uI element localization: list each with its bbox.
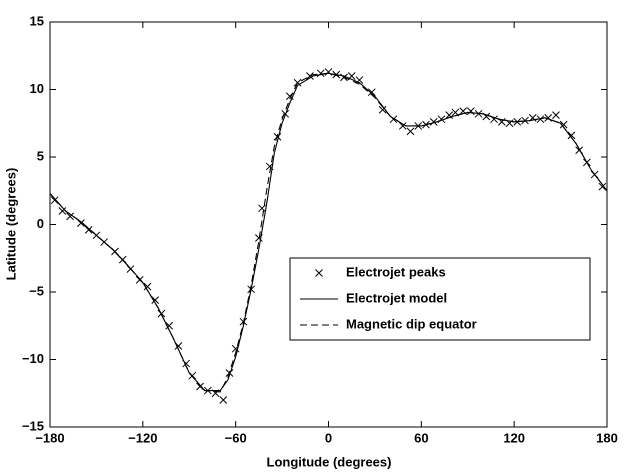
y-tick-label: −5 bbox=[29, 283, 44, 298]
y-tick-label: −15 bbox=[22, 418, 44, 433]
peak-marker bbox=[367, 88, 376, 97]
y-tick-label: 0 bbox=[37, 216, 44, 231]
y-tick-label: 5 bbox=[37, 148, 44, 163]
peak-marker bbox=[143, 282, 152, 291]
peak-marker bbox=[324, 68, 333, 76]
y-tick-label: 10 bbox=[30, 81, 44, 96]
x-tick-label: 180 bbox=[596, 430, 618, 445]
y-tick-label: −10 bbox=[22, 351, 44, 366]
x-axis-label: Longitude (degrees) bbox=[267, 454, 392, 469]
x-tick-label: −60 bbox=[225, 430, 247, 445]
peak-marker bbox=[378, 105, 387, 114]
peak-marker bbox=[219, 396, 228, 404]
plot-frame bbox=[49, 21, 608, 428]
peak-marker bbox=[151, 296, 160, 304]
x-tick-label: 60 bbox=[414, 430, 428, 445]
peak-marker bbox=[445, 111, 454, 120]
legend-label: Electrojet model bbox=[346, 290, 447, 305]
legend-label: Electrojet peaks bbox=[346, 264, 446, 279]
legend-marker bbox=[315, 269, 323, 277]
x-tick-label: −120 bbox=[128, 430, 157, 445]
peak-marker bbox=[165, 321, 173, 330]
peak-marker bbox=[196, 382, 204, 391]
peak-marker bbox=[58, 207, 67, 215]
peak-marker bbox=[398, 122, 407, 130]
peak-marker bbox=[50, 196, 59, 205]
peak-marker bbox=[466, 107, 475, 115]
x-tick-label: −180 bbox=[35, 430, 64, 445]
peak-marker bbox=[552, 111, 560, 120]
peak-marker bbox=[406, 127, 415, 136]
x-tick-label: 0 bbox=[325, 430, 332, 445]
peak-marker bbox=[293, 78, 302, 87]
peak-marker bbox=[316, 69, 325, 78]
peak-marker bbox=[559, 120, 568, 129]
legend-label: Magnetic dip equator bbox=[346, 316, 477, 331]
dashed-line bbox=[49, 72, 608, 393]
peak-marker bbox=[66, 212, 74, 221]
peak-marker bbox=[306, 72, 314, 80]
peak-marker bbox=[567, 131, 576, 140]
x-tick-label: 120 bbox=[503, 430, 525, 445]
legend-box bbox=[289, 257, 591, 341]
peak-marker bbox=[429, 118, 438, 126]
peak-marker bbox=[258, 204, 266, 213]
peak-marker bbox=[84, 226, 93, 234]
peak-marker bbox=[355, 76, 364, 84]
y-axis-label: Latitude (degrees) bbox=[3, 168, 18, 281]
peak-marker bbox=[598, 182, 607, 191]
y-tick-label: 15 bbox=[30, 13, 44, 28]
